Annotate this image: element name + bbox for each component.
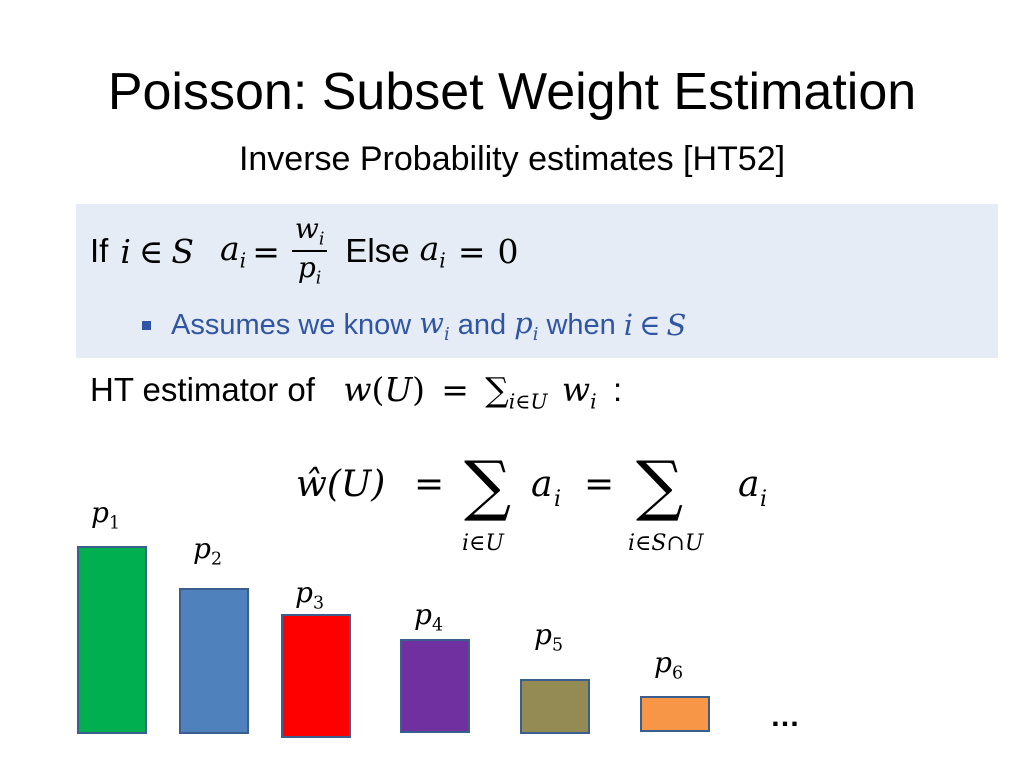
equals-sign: =	[252, 231, 280, 271]
estimator-rule-line: If i ∈ S ai = wi pi Else ai = 0	[90, 208, 518, 294]
assumption-bullet: Assumes we know wi and pi when i ∈ S	[142, 306, 686, 345]
bullet-and-word: and	[457, 308, 507, 341]
else-word: Else	[345, 232, 410, 269]
sum-symbol: ∑	[485, 370, 509, 409]
zero-value: 0	[497, 231, 519, 271]
bar-label-p3: p3	[295, 576, 324, 614]
condition-op: ∈	[138, 231, 164, 271]
bullet-in: ∈	[639, 308, 661, 343]
bullet-w-i: wi	[419, 306, 450, 345]
estimator-equals: =	[441, 370, 469, 409]
formula-sum2: ∑	[636, 447, 683, 524]
formula-term2-index: i	[760, 487, 767, 512]
bar-p6	[640, 696, 710, 732]
condition-set: S	[171, 231, 194, 271]
formula-sum1: ∑	[464, 447, 511, 524]
bar-p2	[179, 588, 249, 734]
formula-lhs: ŵ(U)	[296, 464, 385, 505]
formula-term1: a	[531, 464, 552, 505]
bar-p3	[281, 614, 351, 738]
ellipsis: …	[770, 700, 800, 733]
fraction-numerator: wi	[291, 214, 328, 252]
formula-range2: i∈S∩U	[628, 531, 705, 556]
slide-subtitle: Inverse Probability estimates [HT52]	[238, 140, 786, 178]
formula-eq2: =	[584, 464, 614, 505]
if-word: If	[90, 232, 109, 269]
estimator-prefix: HT estimator of	[90, 371, 315, 408]
formula-eq1: =	[414, 464, 444, 505]
ht-estimator-line: HT estimator of w(U) = ∑i∈U wi :	[90, 370, 622, 414]
condition-var: i	[120, 231, 131, 271]
fraction-denominator: pi	[297, 251, 322, 289]
a-i-else-symbol: ai	[419, 229, 446, 273]
else-equals-sign: =	[457, 231, 486, 271]
bar-p4	[400, 639, 470, 733]
slide-title: Poisson: Subset Weight Estimation	[107, 63, 917, 121]
bullet-when-word: when	[546, 308, 616, 341]
definition-box	[76, 204, 998, 358]
bullet-p-i: pi	[514, 306, 539, 345]
bullet-S: S	[666, 308, 687, 343]
bullet-i: i	[623, 308, 634, 343]
bar-p5	[520, 679, 590, 734]
estimator-colon: :	[612, 371, 623, 408]
sum-term: wi	[561, 370, 597, 414]
bullet-text-start: Assumes we know	[171, 308, 412, 341]
bar-label-p4: p4	[414, 598, 443, 636]
weight-over-probability-fraction: wi pi	[291, 214, 328, 289]
bar-label-p5: p5	[534, 618, 563, 656]
bar-label-p1: p1	[91, 496, 120, 534]
a-i-symbol: ai	[219, 229, 247, 273]
sum-subscript: i∈U	[508, 389, 548, 414]
bar-p1	[77, 546, 147, 734]
bar-label-p6: p6	[654, 646, 683, 684]
formula-term1-index: i	[554, 487, 561, 512]
w-of-u: w(U)	[343, 370, 426, 409]
formula-range1: i∈U	[462, 531, 505, 556]
bullet-square-icon	[142, 320, 151, 330]
bar-label-p2: p2	[193, 532, 222, 570]
formula-term2: a	[738, 464, 759, 505]
